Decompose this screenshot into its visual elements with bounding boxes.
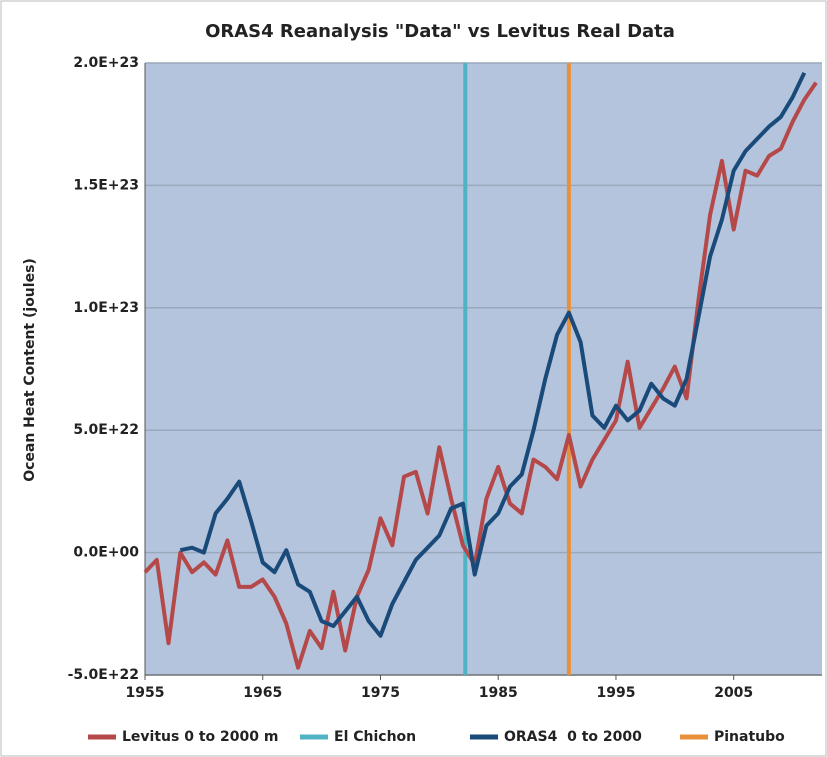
x-tick-label: 1985: [479, 685, 518, 701]
y-axis-label: Ocean Heat Content (joules): [22, 258, 38, 482]
legend-label: Levitus 0 to 2000 m: [122, 729, 278, 745]
y-tick-label: -5.0E+22: [68, 667, 139, 683]
legend-label: Pinatubo: [714, 729, 785, 745]
x-tick-label: 2005: [714, 685, 753, 701]
y-tick-label: 1.0E+23: [73, 300, 139, 316]
x-tick-label: 1955: [126, 685, 165, 701]
series-line: [143, 81, 818, 670]
x-tick-label: 1975: [361, 685, 400, 701]
chart-title: ORAS4 Reanalysis "Data" vs Levitus Real …: [205, 21, 675, 42]
y-tick-label: 2.0E+23: [73, 55, 139, 71]
legend-label: El Chichon: [334, 729, 416, 745]
plot-area: [145, 63, 822, 675]
x-tick-label: 1965: [243, 685, 282, 701]
x-tick-label: 1995: [596, 685, 635, 701]
y-tick-label: 0.0E+00: [73, 545, 139, 561]
series-line: [179, 71, 807, 638]
legend-label: ORAS4 0 to 2000: [504, 729, 642, 745]
y-tick-label: 1.5E+23: [73, 177, 139, 193]
y-tick-label: 5.0E+22: [73, 422, 139, 438]
